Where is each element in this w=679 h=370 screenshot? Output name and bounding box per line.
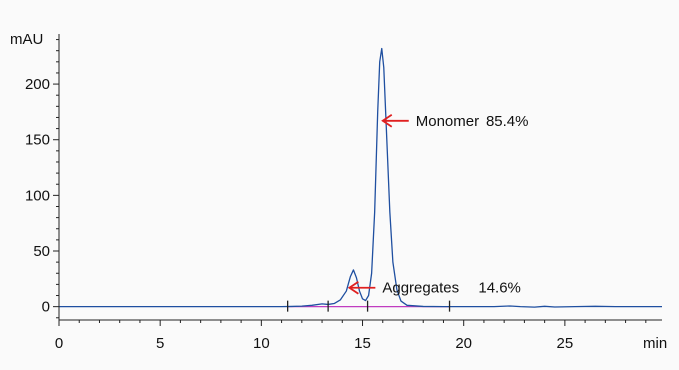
y-axis: mAU 0 50 100 150 200 (10, 31, 60, 320)
y-tick-label: 100 (25, 187, 50, 204)
x-axis: min 0 5 10 15 20 25 (55, 319, 667, 352)
annotation-label: Aggregates (382, 280, 459, 297)
annotation-arrowhead (347, 280, 359, 295)
peak-annotation: Aggregates 14.6% (347, 280, 521, 297)
y-axis-title: mAU (10, 31, 43, 48)
x-tick-label: 15 (354, 335, 371, 352)
peak-annotation: Monomer 85.4% (381, 113, 529, 130)
y-tick-label: 150 (25, 132, 50, 149)
y-tick-label: 0 (42, 299, 50, 316)
x-tick-label: 20 (455, 335, 472, 352)
x-tick-label: 25 (557, 335, 574, 352)
x-tick-label: 10 (253, 335, 270, 352)
x-tick-label: 5 (156, 335, 164, 352)
plot-layer (59, 47, 662, 312)
annotations: Monomer 85.4% Aggregates 14.6% (347, 113, 529, 297)
annotation-arrowhead (381, 114, 393, 128)
y-tick-label: 200 (25, 76, 50, 93)
chromatogram-trace (59, 47, 662, 308)
y-tick-label: 50 (33, 243, 50, 260)
annotation-value: 85.4% (486, 113, 529, 130)
x-tick-label: 0 (55, 335, 63, 352)
x-axis-title: min (643, 335, 667, 352)
annotation-value: 14.6% (478, 280, 521, 297)
annotation-label: Monomer (416, 113, 479, 130)
